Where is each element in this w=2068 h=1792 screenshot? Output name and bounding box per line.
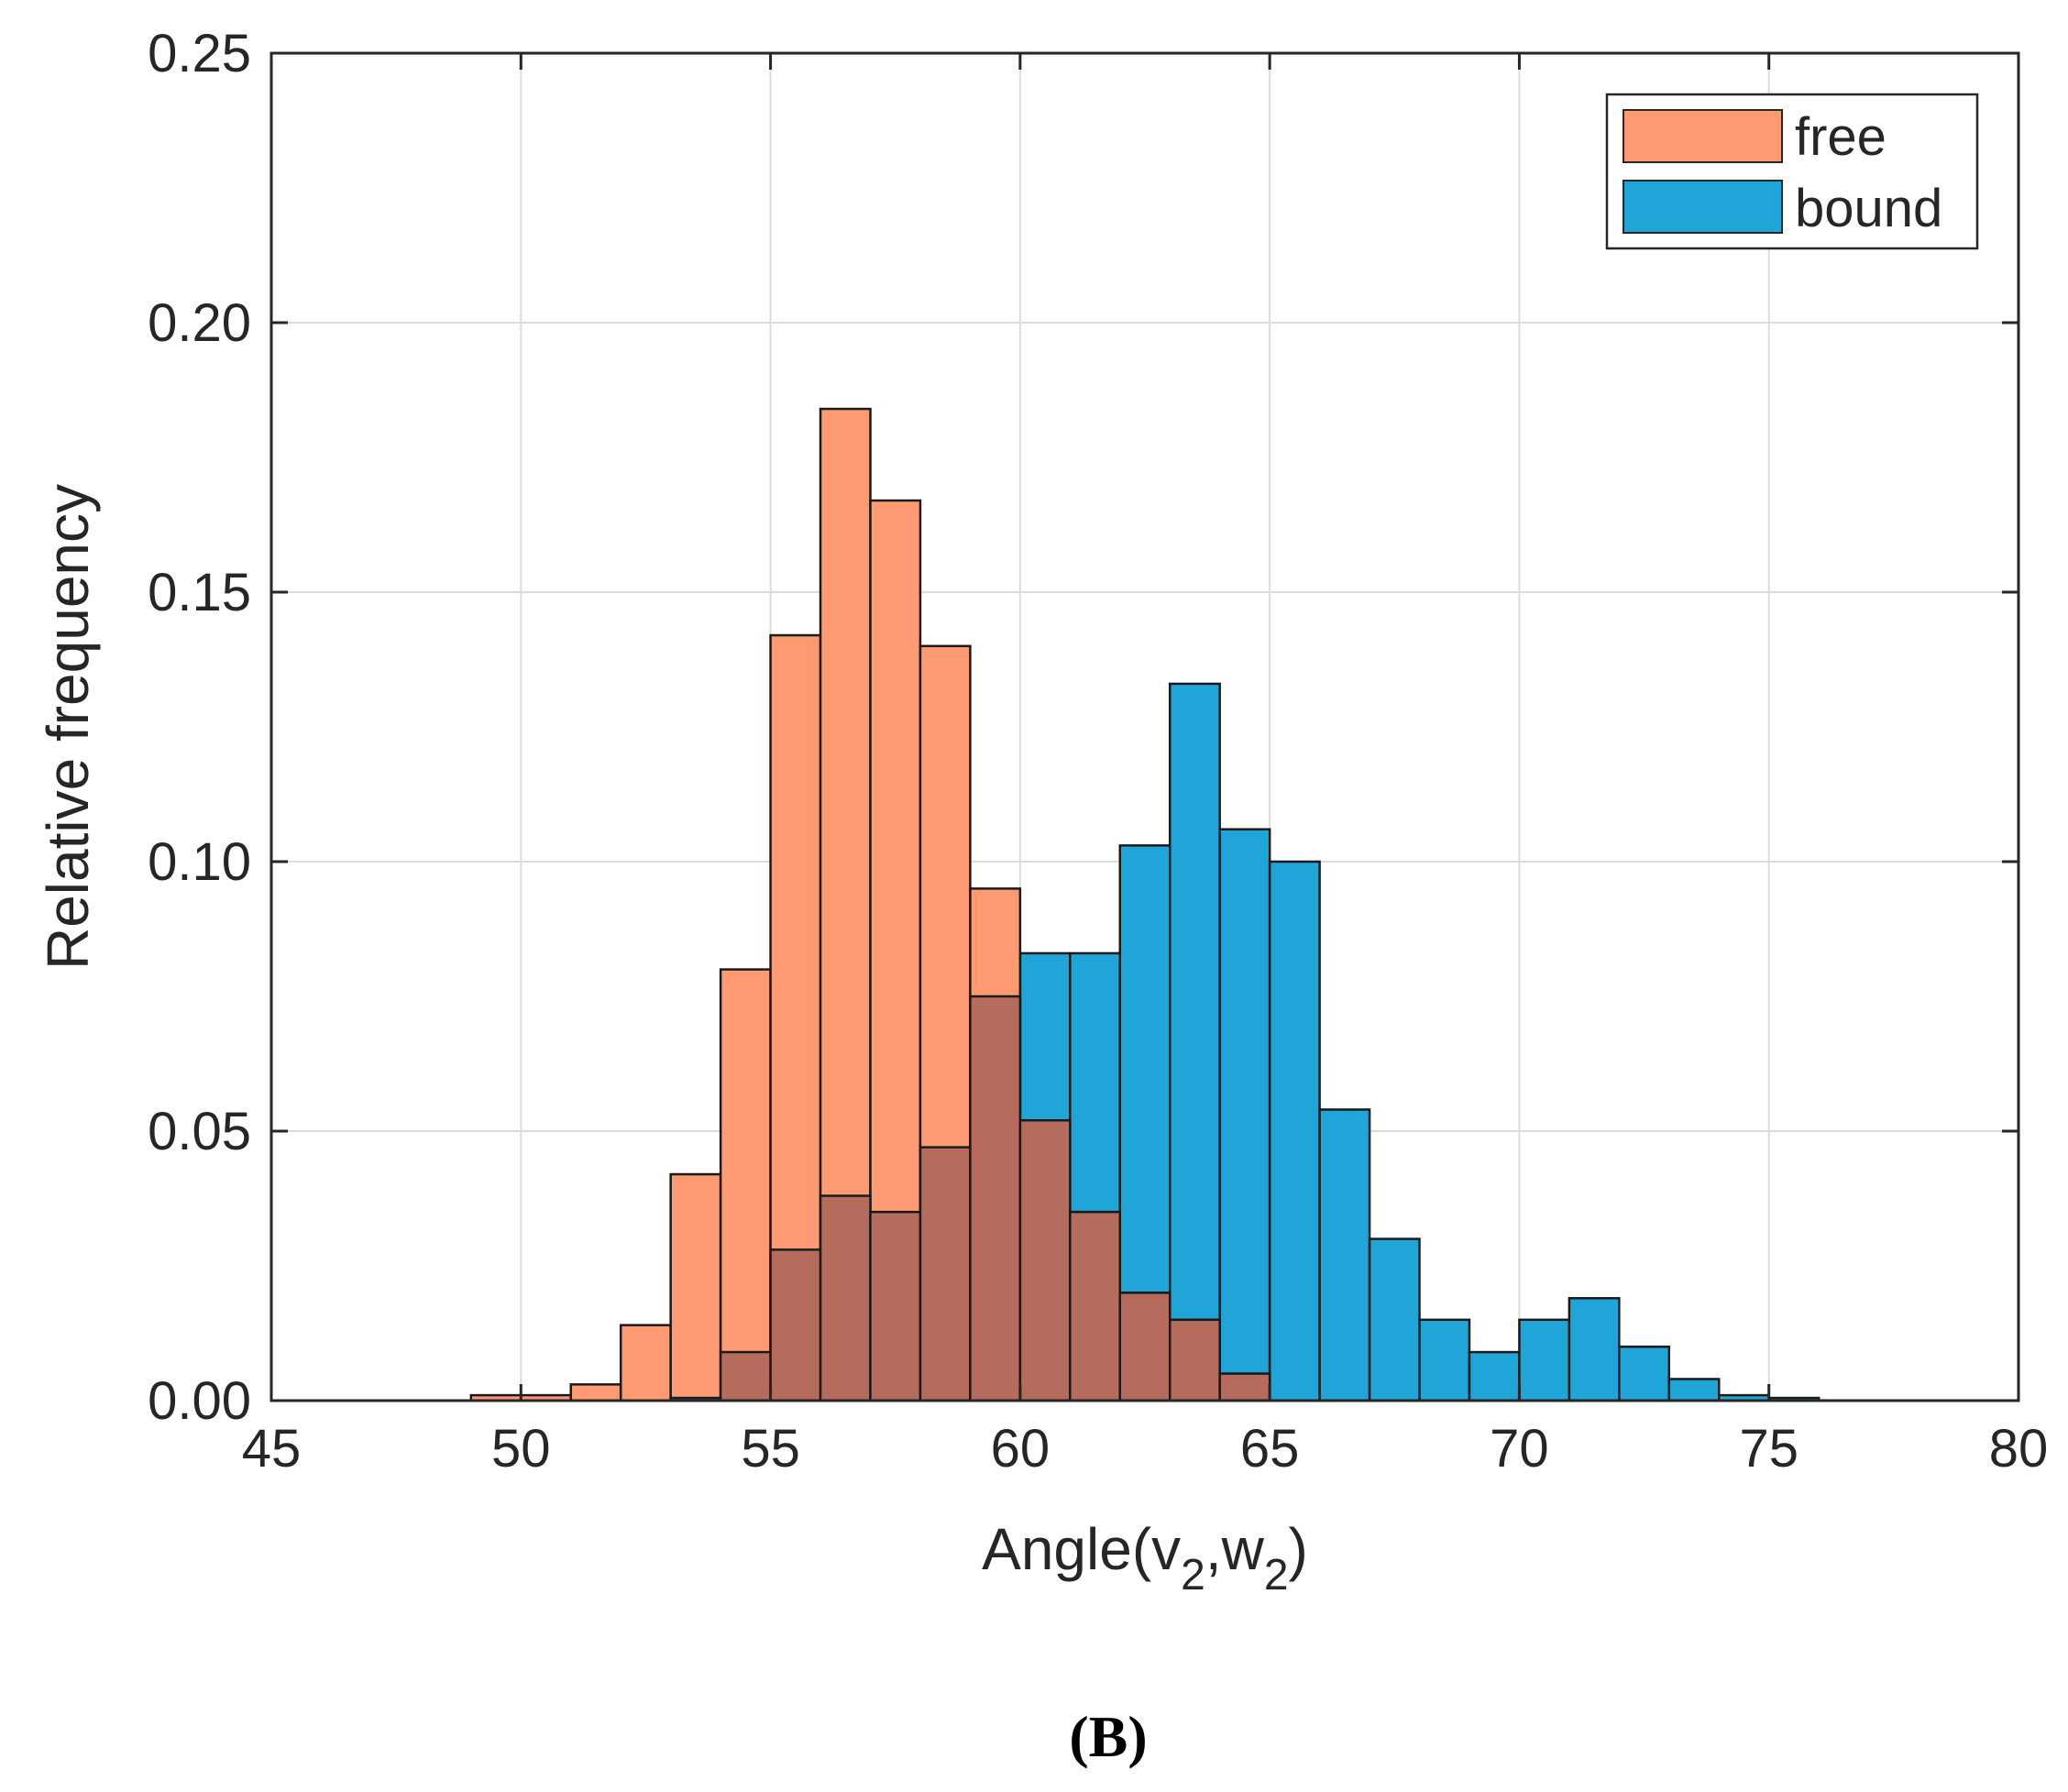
bound-bar: [1218, 828, 1271, 1402]
overlap-bar: [769, 1248, 822, 1402]
y-tick-label: 0.20: [148, 293, 251, 353]
free-bar: [719, 968, 772, 1402]
overlap-bar: [1168, 1318, 1221, 1402]
legend-label-bound: bound: [1795, 179, 1942, 238]
bound-bar: [1268, 860, 1321, 1402]
x-tick-labels: 45 50 55 60 65 70 75 80: [242, 1419, 2049, 1479]
axis-ticks: [270, 51, 2020, 1402]
x-tick-label: 60: [991, 1419, 1050, 1479]
panel-label: (B): [1069, 1704, 1147, 1769]
x-axis-title: Angle(v2,w2): [982, 1516, 1308, 1600]
legend-label-free: free: [1795, 107, 1886, 167]
x-tick-label: 45: [242, 1419, 302, 1479]
y-tick-label: 0.10: [148, 832, 251, 892]
overlap-bar: [819, 1194, 872, 1402]
x-tick-label: 50: [491, 1419, 551, 1479]
overlap-bar: [1218, 1372, 1271, 1402]
overlap-bar: [969, 995, 1022, 1402]
y-tick-label: 0.00: [148, 1371, 251, 1431]
x-tick-label: 75: [1739, 1419, 1798, 1479]
bound-bar: [1518, 1318, 1571, 1402]
bound-bar: [1468, 1350, 1521, 1402]
legend: free bound: [1605, 93, 1979, 250]
x-tick-label: 55: [741, 1419, 800, 1479]
free-bar: [619, 1324, 672, 1402]
bound-bar: [1168, 682, 1221, 1402]
bound-bar: [1368, 1237, 1421, 1402]
overlap-bar: [1118, 1292, 1172, 1402]
bound-bar: [1667, 1378, 1721, 1402]
overlap-bar: [1018, 1118, 1072, 1402]
overlap-bar: [1069, 1210, 1122, 1402]
overlap-bar: [719, 1350, 772, 1402]
y-tick-label: 0.25: [148, 24, 251, 83]
y-axis-title: Relative frequency: [35, 484, 101, 970]
x-tick-label: 65: [1240, 1419, 1300, 1479]
bound-bar: [1618, 1345, 1671, 1402]
free-bar: [669, 1172, 722, 1402]
y-tick-label: 0.05: [148, 1102, 251, 1161]
plot-frame: [270, 51, 2020, 1402]
overlap-bar: [918, 1146, 972, 1402]
y-tick-label: 0.15: [148, 563, 251, 622]
bound-bar: [1318, 1108, 1371, 1402]
legend-swatch-free: [1622, 109, 1783, 163]
bound-bar: [1418, 1318, 1471, 1402]
x-tick-label: 80: [1989, 1419, 2049, 1479]
x-tick-label: 70: [1490, 1419, 1549, 1479]
bound-bar: [1568, 1297, 1621, 1402]
overlap-bar: [869, 1210, 922, 1402]
free-bar: [569, 1383, 622, 1402]
y-tick-labels: 0.00 0.05 0.10 0.15 0.20 0.25: [148, 24, 251, 1431]
legend-swatch-bound: [1622, 180, 1783, 234]
